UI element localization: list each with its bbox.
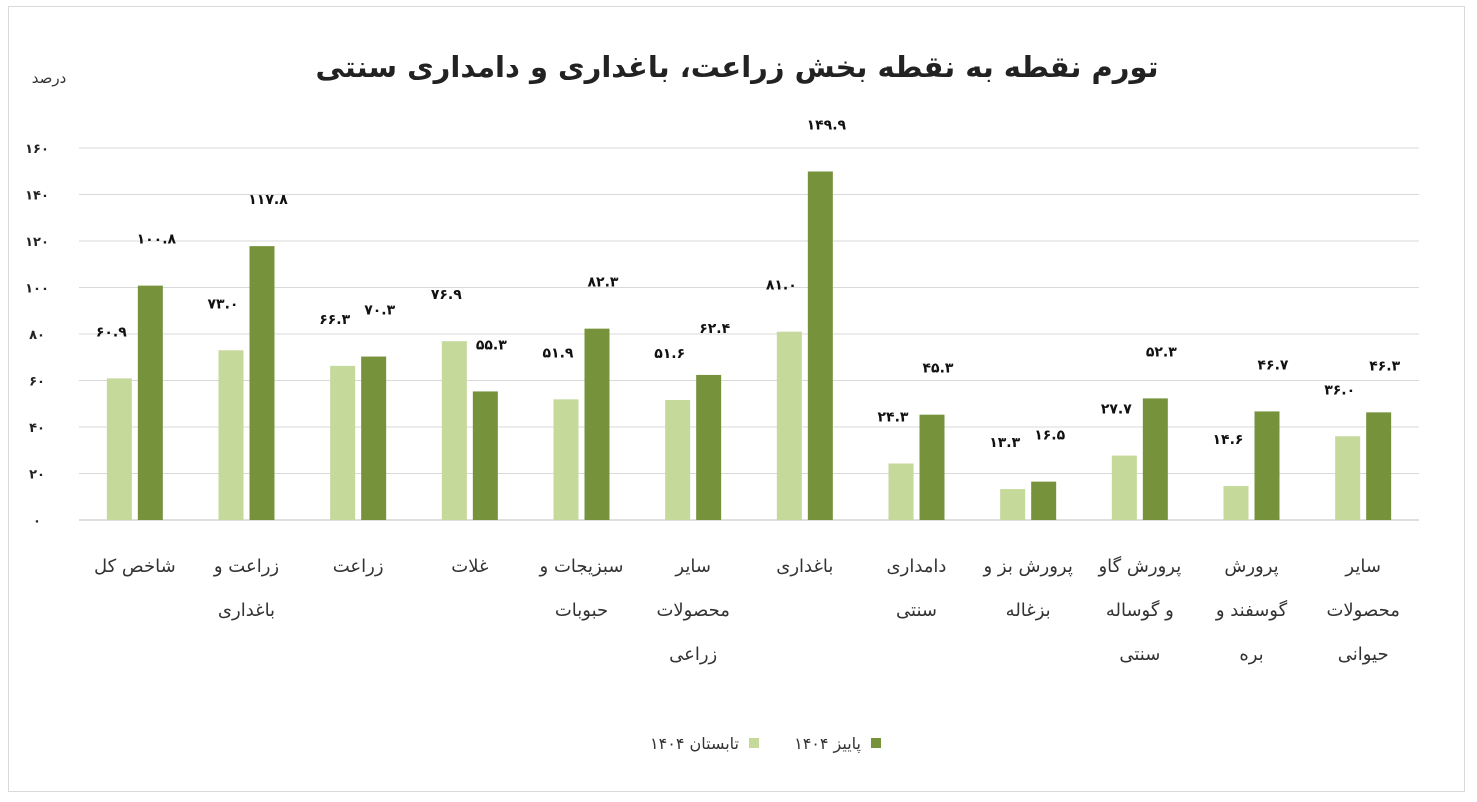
data-label-summer: ۲۷.۷ xyxy=(1101,402,1132,418)
category-label: زراعت xyxy=(333,556,384,577)
chart-svg: تورم نقطه به نقطه بخش زراعت، باغداری و د… xyxy=(25,50,1419,754)
data-label-summer: ۷۳.۰ xyxy=(208,296,239,312)
data-label-autumn: ۱۶.۵ xyxy=(1034,428,1065,444)
y-tick-label: ۲۰ xyxy=(29,468,45,483)
data-label-summer: ۵۱.۹ xyxy=(543,345,574,361)
bars xyxy=(106,171,1392,521)
category-label: پرورش گوسفند و بره xyxy=(1215,556,1288,665)
y-tick-label: ۱۴۰ xyxy=(25,189,49,204)
bar-autumn xyxy=(472,391,498,520)
data-label-summer: ۸۱.۰ xyxy=(766,278,797,294)
data-label-autumn: ۱۰۰.۸ xyxy=(137,232,177,248)
data-label-autumn: ۶۲.۴ xyxy=(699,321,730,337)
y-tick-label: ۴۰ xyxy=(29,421,45,436)
category-label: باغداری xyxy=(776,556,833,577)
legend-swatch xyxy=(749,738,759,748)
category-label: زراعت و باغداری xyxy=(213,556,279,621)
legend-label: پاییز ۱۴۰۴ xyxy=(794,734,861,754)
bar-summer xyxy=(553,399,579,520)
gridlines xyxy=(79,147,1419,521)
y-unit-label: درصد xyxy=(32,69,67,87)
data-label-autumn: ۱۱۷.۸ xyxy=(248,192,288,208)
data-label-summer: ۶۰.۹ xyxy=(96,324,127,340)
data-label-summer: ۱۳.۳ xyxy=(989,435,1020,451)
chart-title: تورم نقطه به نقطه بخش زراعت، باغداری و د… xyxy=(315,50,1158,84)
bar-autumn xyxy=(1142,398,1168,520)
data-label-autumn: ۱۴۹.۹ xyxy=(807,117,847,133)
y-tick-label: ۱۲۰ xyxy=(25,235,49,250)
y-tick-label: ۶۰ xyxy=(29,375,45,390)
data-label-autumn: ۴۶.۳ xyxy=(1369,358,1400,374)
legend-swatch xyxy=(871,738,881,748)
bar-summer xyxy=(1111,455,1137,520)
bar-summer xyxy=(1335,436,1361,520)
y-tick-label: ۱۰۰ xyxy=(25,282,49,297)
data-label-autumn: ۴۵.۳ xyxy=(923,361,954,377)
bar-autumn xyxy=(249,246,275,521)
data-labels: ۶۰.۹ ۱۰۰.۸ ۷۳.۰ ۱۱۷.۸ ۶۶.۳ ۷۰.۳ ۷۶.۹ ۵۵.۳ ۵۱.۹ ۸۲… xyxy=(96,117,1401,451)
bar-autumn xyxy=(361,356,387,520)
y-axis-ticks: ۰ ۲۰ ۴۰ ۶۰ ۸۰ ۱۰۰ ۱۲۰ ۱۴۰ ۱۶۰ xyxy=(25,142,49,529)
bar-autumn xyxy=(807,171,833,521)
category-label: غلات xyxy=(451,556,488,577)
bar-summer xyxy=(218,350,244,520)
data-label-summer: ۵۱.۶ xyxy=(654,346,685,362)
bar-summer xyxy=(330,365,356,520)
chart-frame: تورم نقطه به نقطه بخش زراعت، باغداری و د… xyxy=(8,6,1465,792)
bar-summer xyxy=(1000,489,1026,520)
data-label-summer: ۶۶.۳ xyxy=(319,312,350,328)
category-label: پرورش گاو و گوساله سنتی xyxy=(1097,555,1181,665)
y-tick-label: ۱۶۰ xyxy=(25,142,49,157)
bar-summer xyxy=(888,463,914,520)
category-label: دامداری سنتی xyxy=(887,556,947,621)
bar-autumn xyxy=(584,328,610,520)
category-label: سایر محصولات حیوانی xyxy=(1326,556,1399,665)
legend: پاییز ۱۴۰۴ تابستان ۱۴۰۴ xyxy=(650,734,881,754)
bar-summer xyxy=(106,378,132,520)
data-label-autumn: ۴۶.۷ xyxy=(1258,357,1289,373)
bar-autumn xyxy=(1366,412,1392,520)
bar-summer xyxy=(665,400,691,520)
bar-summer xyxy=(1223,486,1249,520)
data-label-autumn: ۸۲.۳ xyxy=(588,275,619,291)
data-label-autumn: ۵۵.۳ xyxy=(476,337,507,353)
bar-autumn xyxy=(696,374,722,520)
data-label-autumn: ۷۰.۳ xyxy=(364,303,395,319)
category-label: پرورش بز و بزغاله xyxy=(982,556,1072,621)
bar-autumn xyxy=(919,414,945,520)
legend-label: تابستان ۱۴۰۴ xyxy=(650,734,739,753)
data-label-summer: ۳۶.۰ xyxy=(1324,382,1355,398)
category-label: شاخص کل xyxy=(94,556,176,577)
y-tick-label: ۰ xyxy=(33,514,41,529)
bar-autumn xyxy=(1254,411,1280,520)
data-label-summer: ۷۶.۹ xyxy=(431,287,462,303)
bar-summer xyxy=(776,331,802,520)
category-label: سایر محصولات زراعی xyxy=(656,556,729,665)
data-label-autumn: ۵۲.۳ xyxy=(1146,344,1177,360)
data-label-summer: ۲۴.۳ xyxy=(878,410,909,426)
bar-autumn xyxy=(137,285,163,520)
bar-autumn xyxy=(1031,481,1057,520)
y-tick-label: ۸۰ xyxy=(29,328,45,343)
bar-summer xyxy=(441,341,467,520)
data-label-summer: ۱۴.۶ xyxy=(1213,432,1244,448)
category-label: سبزیجات و حبوبات xyxy=(539,556,624,621)
